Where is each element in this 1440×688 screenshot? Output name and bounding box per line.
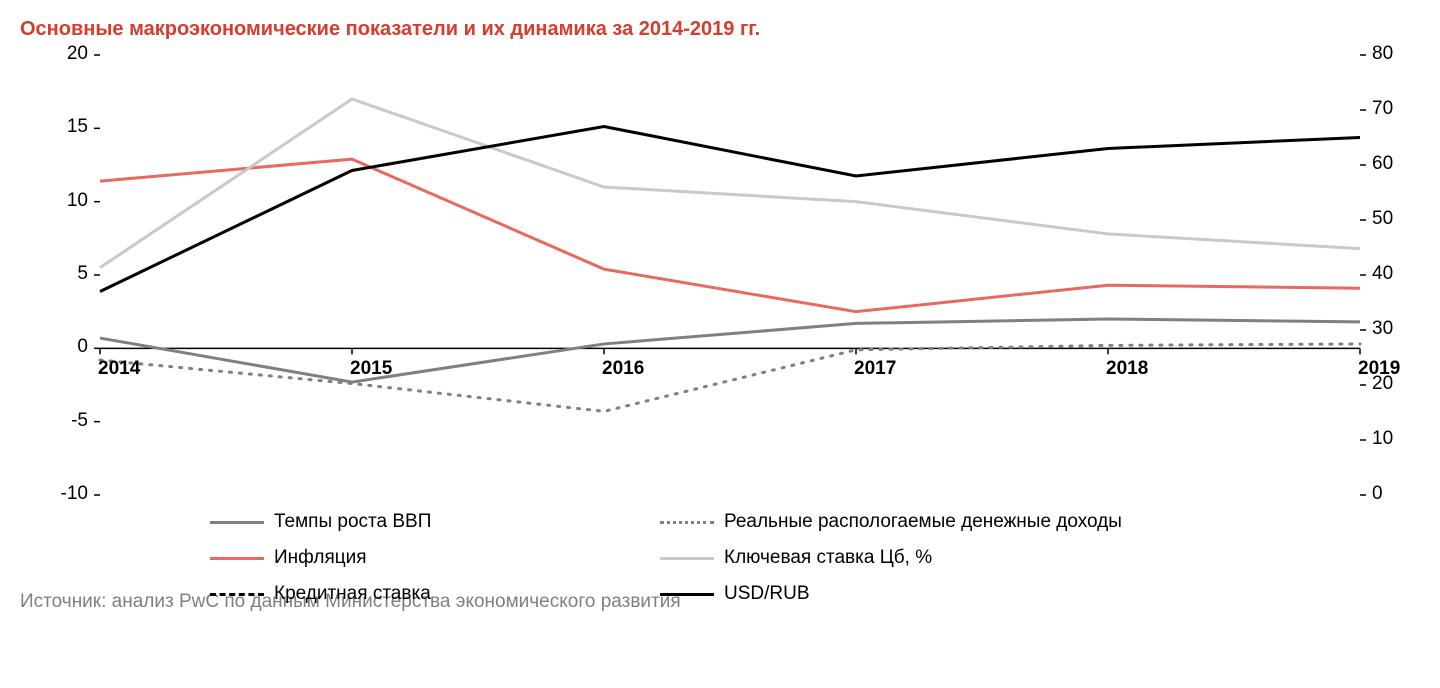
macro-chart: -10-505101520010203040506070802014201520… bbox=[20, 45, 1420, 585]
y-right-tick-label: 30 bbox=[1372, 318, 1393, 340]
x-category-label: 2017 bbox=[854, 358, 896, 380]
legend-item-usd_rub: USD/RUB bbox=[660, 583, 810, 605]
legend-label: Инфляция bbox=[274, 547, 367, 569]
y-left-tick-label: 15 bbox=[67, 116, 88, 138]
legend-item-real_income: Реальные распологаемые денежные доходы bbox=[660, 511, 1122, 533]
legend-item-key_rate: Ключевая ставка Цб, % bbox=[660, 547, 932, 569]
legend-label: USD/RUB bbox=[724, 583, 810, 605]
y-right-tick-label: 70 bbox=[1372, 98, 1393, 120]
x-category-label: 2019 bbox=[1358, 358, 1400, 380]
series-key_rate bbox=[100, 99, 1360, 268]
y-right-tick-label: 50 bbox=[1372, 208, 1393, 230]
series-usd_rub bbox=[100, 127, 1360, 292]
legend-label: Темпы роста ВВП bbox=[274, 511, 431, 533]
series-gdp bbox=[100, 319, 1360, 382]
y-left-tick-label: 5 bbox=[77, 263, 88, 285]
legend-swatch bbox=[210, 521, 264, 524]
y-left-tick-label: 20 bbox=[67, 43, 88, 65]
chart-title: Основные макроэкономические показатели и… bbox=[20, 18, 1420, 41]
legend-swatch bbox=[210, 557, 264, 560]
y-left-tick-label: 0 bbox=[77, 336, 88, 358]
x-category-label: 2016 bbox=[602, 358, 644, 380]
legend-swatch bbox=[210, 593, 264, 596]
legend-swatch bbox=[660, 593, 714, 596]
y-left-tick-label: -10 bbox=[61, 483, 88, 505]
legend-item-gdp: Темпы роста ВВП bbox=[210, 511, 431, 533]
legend-label: Кредитная ставка bbox=[274, 583, 431, 605]
legend-swatch bbox=[660, 521, 714, 524]
y-right-tick-label: 60 bbox=[1372, 153, 1393, 175]
y-right-tick-label: 80 bbox=[1372, 43, 1393, 65]
legend-label: Ключевая ставка Цб, % bbox=[724, 547, 932, 569]
legend-item-inflation: Инфляция bbox=[210, 547, 367, 569]
y-right-tick-label: 0 bbox=[1372, 483, 1383, 505]
legend-item-credit_rate: Кредитная ставка bbox=[210, 583, 431, 605]
legend-swatch bbox=[660, 557, 714, 560]
y-left-tick-label: 10 bbox=[67, 190, 88, 212]
y-right-tick-label: 10 bbox=[1372, 428, 1393, 450]
series-inflation bbox=[100, 159, 1360, 312]
y-left-tick-label: -5 bbox=[71, 410, 88, 432]
x-category-label: 2014 bbox=[98, 358, 140, 380]
legend-label: Реальные распологаемые денежные доходы bbox=[724, 511, 1122, 533]
series-real_income bbox=[100, 344, 1360, 411]
y-right-tick-label: 40 bbox=[1372, 263, 1393, 285]
x-category-label: 2015 bbox=[350, 358, 392, 380]
x-category-label: 2018 bbox=[1106, 358, 1148, 380]
